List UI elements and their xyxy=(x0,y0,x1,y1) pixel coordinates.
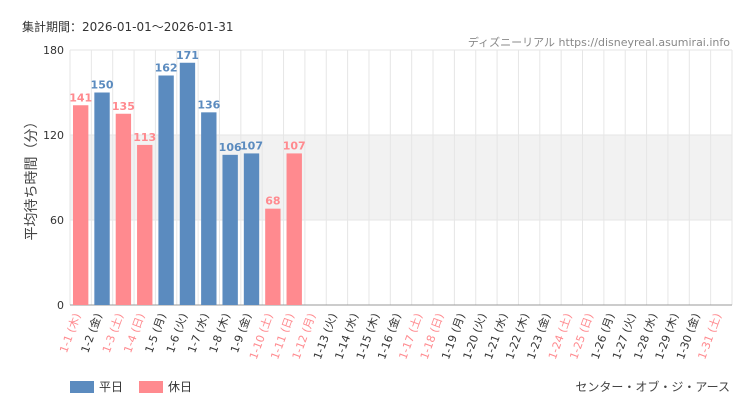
data-label-6: 171 xyxy=(176,49,199,62)
data-label-1: 141 xyxy=(69,91,92,104)
legend: 平日 休日 xyxy=(70,378,192,395)
y-tick-label: 60 xyxy=(50,214,64,227)
legend-label-weekday: 平日 xyxy=(99,380,124,394)
bar-10[interactable] xyxy=(265,208,281,305)
legend-item-holiday[interactable]: 休日 xyxy=(139,378,192,395)
y-tick-label: 180 xyxy=(43,44,64,57)
bar-7[interactable] xyxy=(201,112,217,305)
data-label-3: 135 xyxy=(112,100,135,113)
data-label-5: 162 xyxy=(155,62,178,75)
period-label: 集計期間：2026-01-01〜2026-01-31 xyxy=(22,20,234,34)
legend-label-holiday: 休日 xyxy=(168,380,193,394)
bar-2[interactable] xyxy=(94,92,110,306)
attraction-name: センター・オブ・ジ・アース xyxy=(575,380,730,394)
y-axis-label: 平均待ち時間（分） xyxy=(24,115,40,241)
data-label-8: 106 xyxy=(219,141,242,154)
bar-3[interactable] xyxy=(115,113,132,305)
bar-8[interactable] xyxy=(222,154,238,305)
bar-9[interactable] xyxy=(243,153,260,305)
bar-6[interactable] xyxy=(179,62,196,305)
data-label-10: 68 xyxy=(265,195,280,208)
data-label-4: 113 xyxy=(133,131,156,144)
bar-11[interactable] xyxy=(286,153,302,305)
bar-1[interactable] xyxy=(72,105,89,305)
source-credit: ディズニーリアル https://disneyreal.asumirai.inf… xyxy=(467,36,730,49)
legend-item-weekday[interactable]: 平日 xyxy=(70,378,123,395)
y-tick-label: 0 xyxy=(57,299,64,312)
data-label-9: 107 xyxy=(240,139,263,152)
y-tick-label: 120 xyxy=(43,129,64,142)
bar-5[interactable] xyxy=(158,75,174,306)
data-label-2: 150 xyxy=(91,79,114,92)
data-label-7: 136 xyxy=(197,98,220,111)
legend-swatch-weekday xyxy=(70,380,94,393)
legend-swatch-holiday xyxy=(139,380,164,393)
data-label-11: 107 xyxy=(283,139,306,152)
bar-4[interactable] xyxy=(137,144,153,305)
